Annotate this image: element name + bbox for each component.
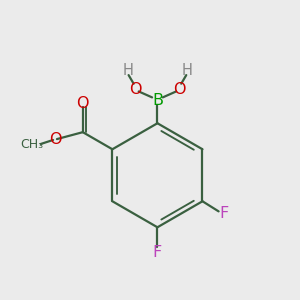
Text: F: F xyxy=(153,245,162,260)
Text: O: O xyxy=(76,96,89,111)
Text: O: O xyxy=(129,82,141,97)
Text: H: H xyxy=(182,63,193,78)
Text: O: O xyxy=(173,82,186,97)
Text: CH₃: CH₃ xyxy=(20,138,44,152)
Text: B: B xyxy=(152,94,163,109)
Text: H: H xyxy=(122,63,133,78)
Text: O: O xyxy=(49,132,62,147)
Text: F: F xyxy=(219,206,229,221)
